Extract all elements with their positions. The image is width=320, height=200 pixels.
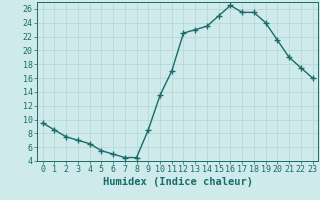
X-axis label: Humidex (Indice chaleur): Humidex (Indice chaleur) bbox=[103, 177, 252, 187]
